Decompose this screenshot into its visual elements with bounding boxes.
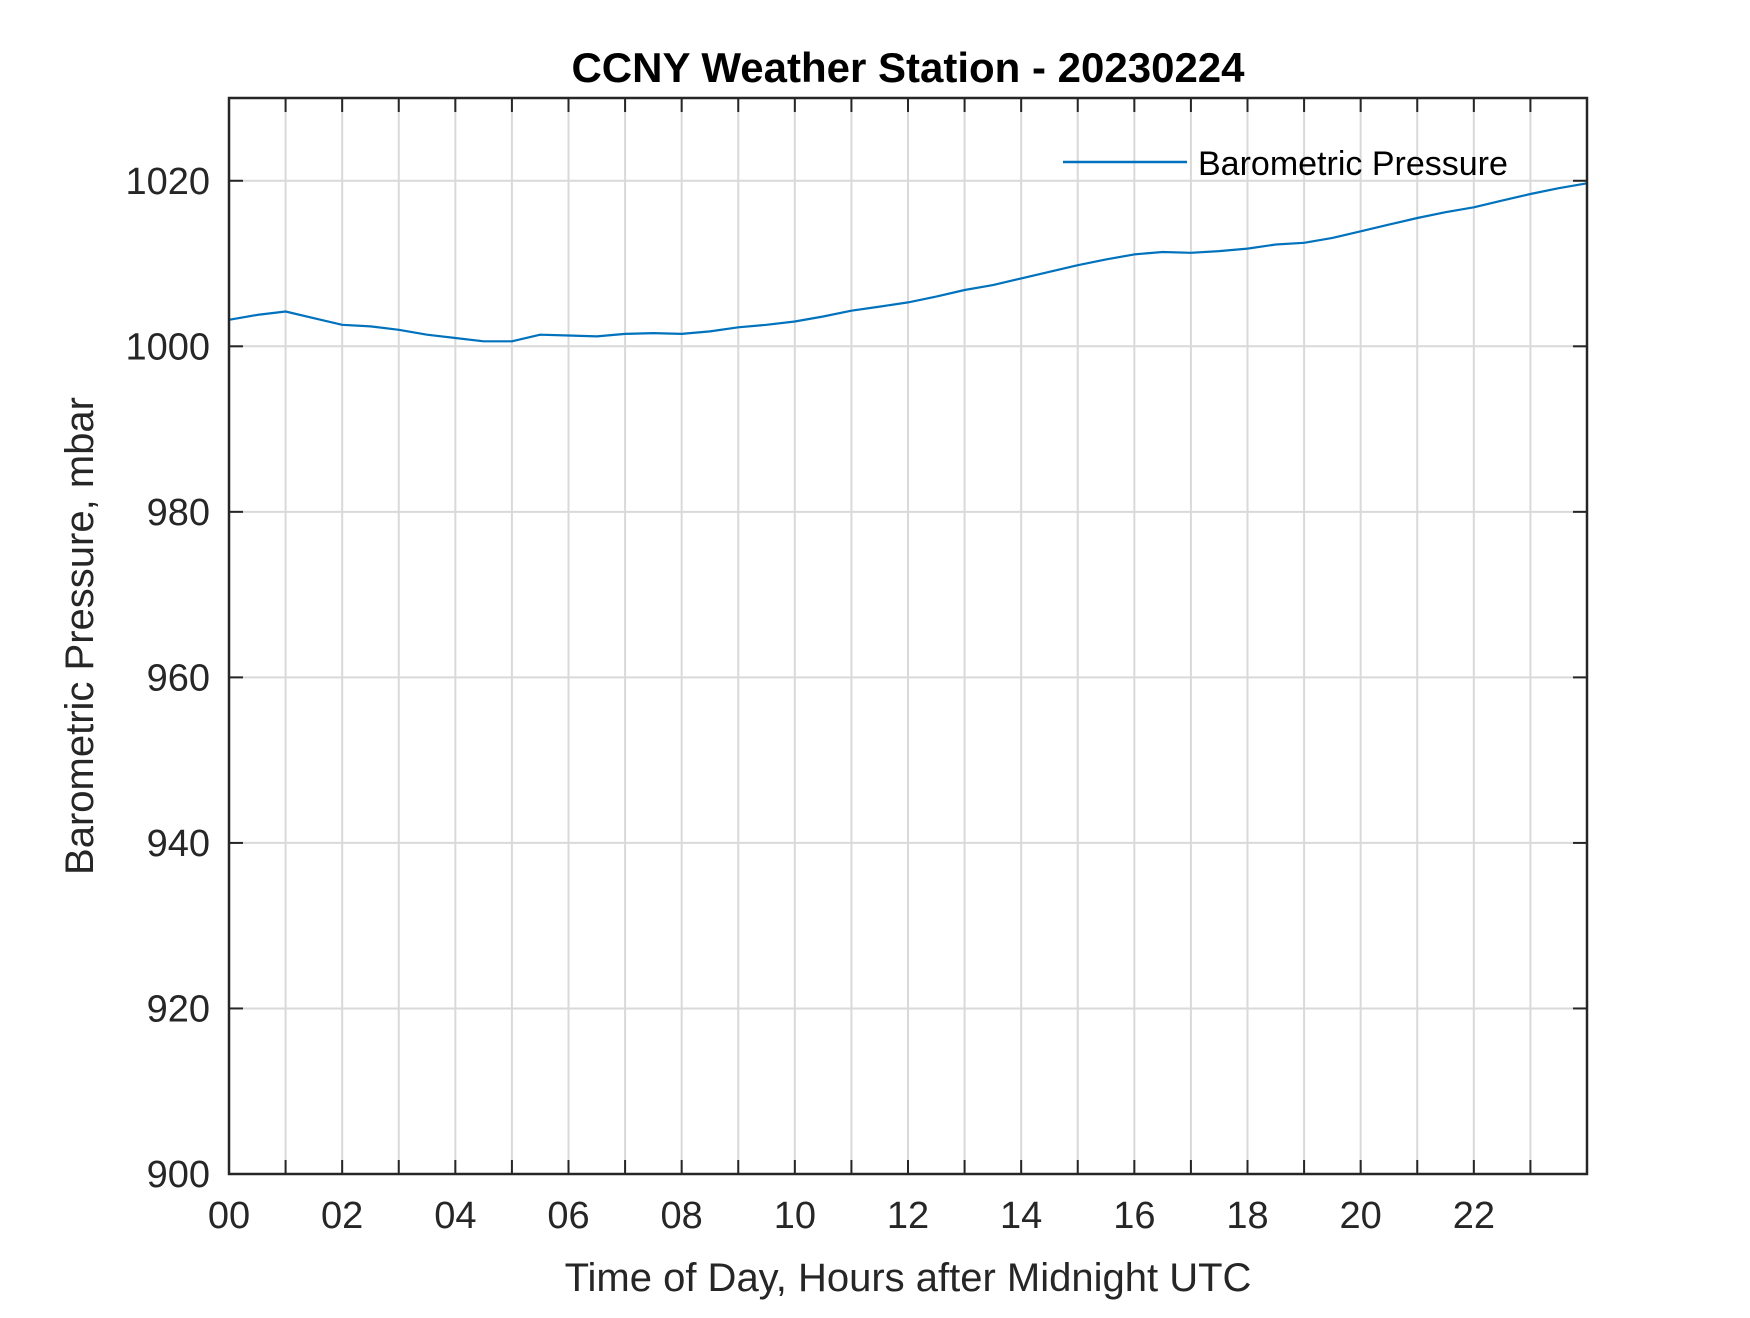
- y-axis-label: Barometric Pressure, mbar: [58, 397, 102, 875]
- y-tick-label: 960: [147, 657, 210, 699]
- y-tick-label: 1000: [125, 326, 210, 368]
- x-tick-labels: 00 02 04 06 08 10 12 14 16 18 20 22: [208, 1195, 1495, 1237]
- x-tick-label: 02: [321, 1195, 363, 1237]
- x-tick-label: 20: [1340, 1195, 1382, 1237]
- axis-ticks: [229, 98, 1587, 1175]
- legend-label: Barometric Pressure: [1198, 145, 1508, 183]
- y-tick-label: 980: [147, 492, 210, 534]
- plot-series: [228, 182, 1588, 343]
- x-tick-label: 08: [661, 1195, 703, 1237]
- series-line-0: [228, 182, 1588, 343]
- y-tick-labels: 900 920 940 960 980 1000 1020: [125, 161, 210, 1196]
- y-tick-label: 920: [147, 988, 210, 1030]
- y-tick-label: 940: [147, 823, 210, 865]
- x-tick-label: 00: [208, 1195, 250, 1237]
- y-tick-label: 1020: [125, 161, 210, 203]
- x-tick-label: 04: [434, 1195, 476, 1237]
- x-tick-label: 06: [547, 1195, 589, 1237]
- legend: Barometric Pressure: [1063, 145, 1508, 183]
- x-tick-label: 22: [1453, 1195, 1495, 1237]
- x-tick-label: 14: [1000, 1195, 1042, 1237]
- x-tick-label: 16: [1113, 1195, 1155, 1237]
- x-tick-label: 12: [887, 1195, 929, 1237]
- y-tick-label: 900: [147, 1154, 210, 1196]
- x-tick-label: 10: [774, 1195, 816, 1237]
- x-tick-label: 18: [1226, 1195, 1268, 1237]
- x-axis-label: Time of Day, Hours after Midnight UTC: [565, 1256, 1252, 1300]
- grid-lines: [229, 98, 1587, 1174]
- chart-title: CCNY Weather Station - 20230224: [571, 44, 1245, 91]
